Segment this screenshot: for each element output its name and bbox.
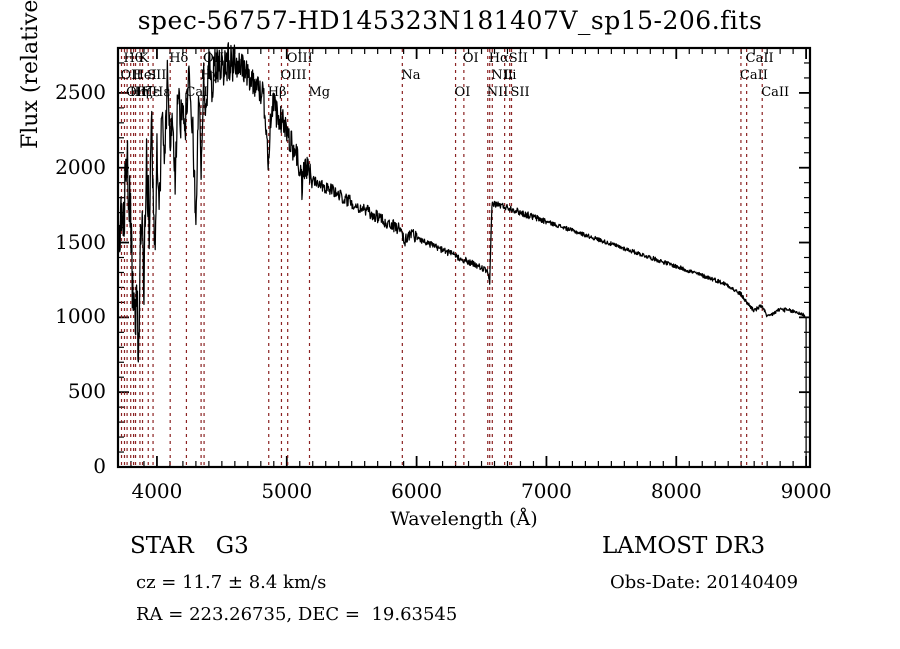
line-label-h: Hε (152, 85, 171, 100)
y-tick-label: 2500 (55, 79, 106, 104)
x-tick-label: 7000 (520, 479, 572, 503)
line-label-oiii: OIII (286, 51, 313, 66)
line-label-h: Hβ (267, 85, 287, 100)
line-label-na: Na (401, 68, 421, 83)
line-label-sii: SII (147, 68, 167, 83)
line-label-caii: CaII (745, 51, 774, 66)
line-label-oii: OII (126, 85, 148, 100)
line-label-oi: OI (454, 85, 471, 100)
line-label-h: Hδ (169, 51, 189, 66)
x-tick-label: 4000 (131, 479, 183, 503)
line-label-oii: OII (120, 68, 142, 83)
y-tick-label: 0 (93, 454, 106, 478)
line-label-oi: OI (462, 51, 479, 66)
line-label-h: Hη (129, 85, 149, 100)
line-label-li: Li (503, 68, 517, 83)
line-label-hei: HeI (132, 68, 157, 83)
x-tick-label: 6000 (391, 479, 443, 503)
line-label-nii: NII (491, 68, 513, 83)
redshift-velocity: cz = 11.7 ± 8.4 km/s (136, 572, 327, 593)
y-tick-label: 2000 (55, 154, 106, 179)
line-label-h: Hε (141, 85, 160, 100)
line-label-caii: CaII (761, 85, 790, 100)
line-label-oiii: OIII (203, 51, 230, 66)
x-tick-label: 8000 (650, 479, 702, 503)
observation-date: Obs-Date: 20140409 (610, 572, 799, 593)
x-axis-label: Wavelength (Å) (390, 508, 538, 530)
line-label-k: K (138, 51, 149, 66)
y-tick-label: 1000 (55, 304, 106, 329)
line-label-cai: CaI (185, 85, 209, 100)
line-label-h: Hγ (200, 68, 220, 83)
y-tick-label: 500 (67, 379, 106, 404)
survey-name: LAMOST DR3 (602, 533, 766, 559)
page-title: spec-56757-HD145323N181407V_sp15-206.fit… (137, 6, 763, 35)
sky-coordinates: RA = 223.26735, DEC = 19.63545 (136, 604, 458, 625)
line-label-sii: SII (508, 51, 528, 66)
object-type: STAR G3 (130, 533, 249, 559)
y-tick-label: 1500 (55, 229, 106, 254)
line-label-h: Hα (488, 51, 509, 66)
line-label-h: Hζ (134, 85, 153, 100)
line-label-nii: NII (486, 85, 509, 100)
line-label-caii: CaII (739, 68, 768, 83)
line-label-h: Hθ (123, 51, 143, 66)
line-label-sii: SII (510, 85, 530, 100)
line-label-mg: Mg (308, 85, 331, 100)
line-label-oiii: OIII (280, 68, 307, 83)
x-tick-label: 5000 (261, 479, 313, 503)
x-tick-label: 9000 (780, 479, 832, 503)
